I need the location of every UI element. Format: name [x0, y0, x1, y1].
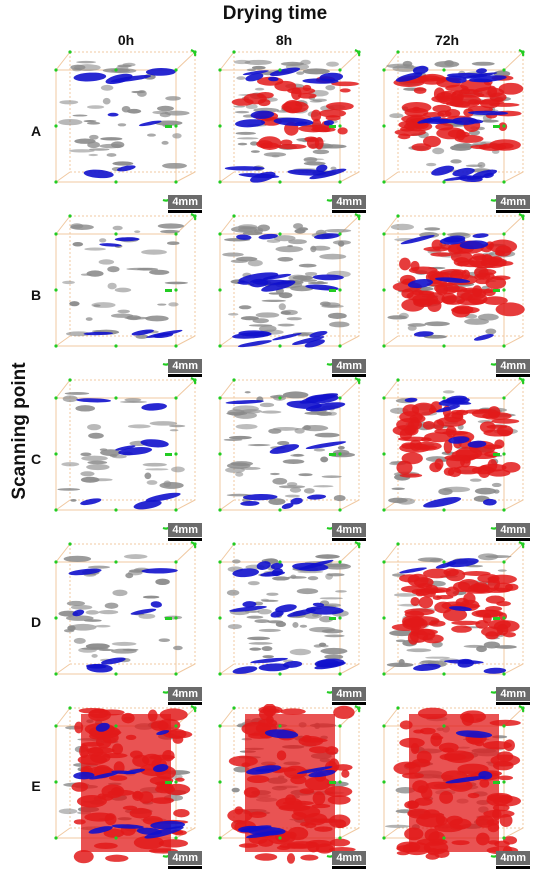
scale-bar-line	[332, 210, 366, 213]
tomography-panel-d-0h: 4mm	[48, 540, 208, 705]
volume-render	[382, 212, 525, 366]
volume-render	[54, 48, 197, 202]
scale-bar: 4mm	[168, 687, 202, 705]
tomography-panel-a-0h: 4mm	[48, 48, 208, 213]
scale-bar-label: 4mm	[332, 523, 366, 537]
scale-bar: 4mm	[496, 359, 530, 377]
scale-bar-label: 4mm	[496, 195, 530, 209]
row-label-e: E	[31, 778, 41, 794]
volume-render	[218, 376, 361, 530]
volume-render	[218, 212, 361, 366]
scale-bar: 4mm	[168, 359, 202, 377]
scale-bar-line	[496, 538, 530, 541]
scale-bar-line	[332, 374, 366, 377]
tomography-panel-c-72h: 4mm	[376, 376, 536, 541]
tomography-panel-a-8h: 4mm	[212, 48, 372, 213]
volume-render	[382, 540, 525, 694]
volume-render	[382, 48, 525, 202]
scale-bar: 4mm	[332, 195, 366, 213]
column-label-8h: 8h	[275, 32, 293, 48]
scale-bar-label: 4mm	[168, 523, 202, 537]
scale-bar: 4mm	[496, 195, 530, 213]
scale-bar-label: 4mm	[332, 851, 366, 865]
scale-bar: 4mm	[168, 851, 202, 869]
scale-bar-line	[168, 866, 202, 869]
scale-bar-label: 4mm	[496, 851, 530, 865]
scale-bar-label: 4mm	[168, 851, 202, 865]
scale-bar-label: 4mm	[332, 195, 366, 209]
figure-title: Drying time	[222, 3, 328, 24]
scale-bar: 4mm	[168, 195, 202, 213]
scale-bar-line	[496, 210, 530, 213]
tomography-panel-c-0h: 4mm	[48, 376, 208, 541]
scale-bar-line	[496, 866, 530, 869]
tomography-panel-b-8h: 4mm	[212, 212, 372, 377]
scale-bar-line	[332, 866, 366, 869]
scale-bar-label: 4mm	[332, 359, 366, 373]
row-label-b: B	[30, 287, 42, 303]
tomography-panel-d-72h: 4mm	[376, 540, 536, 705]
scale-bar: 4mm	[332, 523, 366, 541]
scale-bar-line	[332, 702, 366, 705]
scale-bar-line	[496, 702, 530, 705]
tomography-panel-e-0h: 4mm	[48, 704, 208, 869]
tomography-panel-b-72h: 4mm	[376, 212, 536, 377]
scale-bar-line	[332, 538, 366, 541]
volume-render	[218, 48, 361, 202]
scale-bar-label: 4mm	[496, 523, 530, 537]
scale-bar: 4mm	[496, 687, 530, 705]
volume-render	[54, 540, 197, 694]
scale-bar-line	[496, 374, 530, 377]
volume-render	[218, 540, 361, 694]
row-label-d: D	[30, 614, 42, 630]
scale-bar-label: 4mm	[332, 687, 366, 701]
y-axis-label: Scanning point	[9, 362, 30, 500]
scale-bar-label: 4mm	[496, 687, 530, 701]
scale-bar-label: 4mm	[168, 195, 202, 209]
volume-render	[382, 704, 525, 860]
scale-bar-label: 4mm	[496, 359, 530, 373]
scale-bar-line	[168, 374, 202, 377]
scale-bar: 4mm	[496, 851, 530, 869]
scale-bar-line	[168, 210, 202, 213]
volume-render	[218, 704, 361, 864]
tomography-panel-c-8h: 4mm	[212, 376, 372, 541]
scale-bar-line	[168, 702, 202, 705]
scale-bar: 4mm	[168, 523, 202, 541]
volume-render	[382, 376, 525, 530]
column-label-72h: 72h	[434, 32, 460, 48]
row-label-a: A	[30, 123, 42, 139]
tomography-panel-e-72h: 4mm	[376, 704, 536, 869]
scale-bar-label: 4mm	[168, 687, 202, 701]
row-label-c: C	[30, 451, 42, 467]
scale-bar: 4mm	[332, 851, 366, 869]
scale-bar-line	[168, 538, 202, 541]
scale-bar: 4mm	[332, 359, 366, 377]
scale-bar: 4mm	[332, 687, 366, 705]
scale-bar: 4mm	[496, 523, 530, 541]
volume-render	[54, 376, 197, 530]
volume-render	[54, 212, 197, 366]
column-label-0h: 0h	[117, 32, 135, 48]
tomography-panel-a-72h: 4mm	[376, 48, 536, 213]
volume-render	[54, 704, 197, 864]
tomography-panel-d-8h: 4mm	[212, 540, 372, 705]
tomography-panel-e-8h: 4mm	[212, 704, 372, 869]
tomography-panel-b-0h: 4mm	[48, 212, 208, 377]
scale-bar-label: 4mm	[168, 359, 202, 373]
